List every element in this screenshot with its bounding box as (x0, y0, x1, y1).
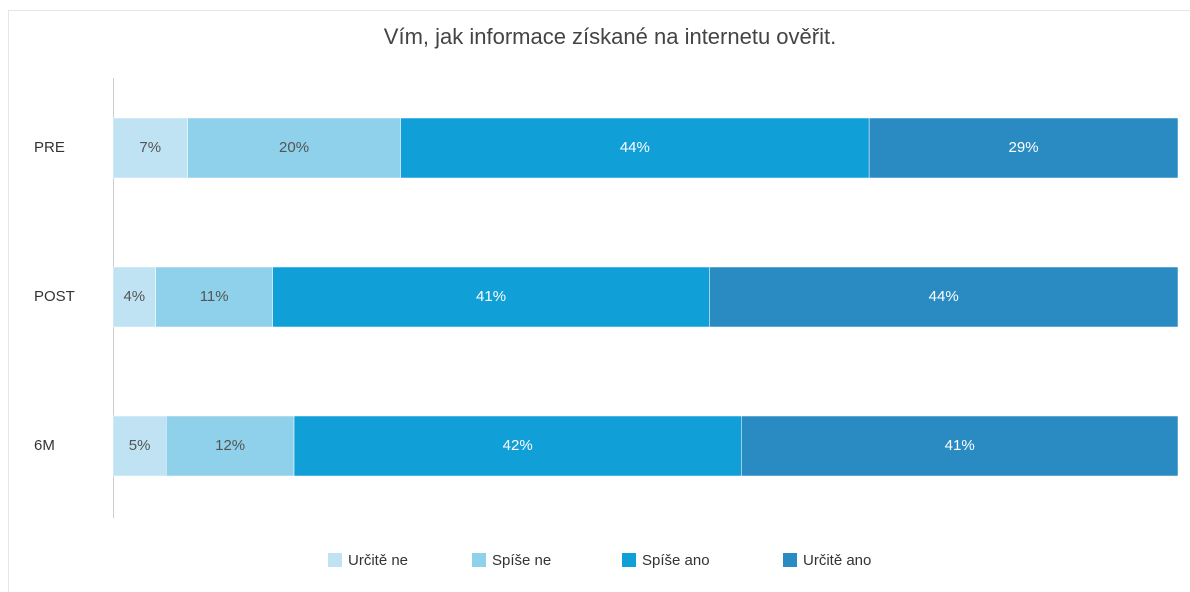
bar-segment (166, 415, 295, 477)
data-label: 5% (129, 437, 151, 454)
data-label: 41% (476, 288, 506, 305)
legend-swatch (328, 553, 342, 567)
data-label: 4% (123, 288, 145, 305)
data-label: 44% (929, 288, 959, 305)
bar-segment (709, 266, 1179, 328)
data-label: 44% (620, 139, 650, 156)
legend-label: Spíše ne (492, 552, 551, 569)
data-label: 41% (945, 437, 975, 454)
bar-segment (868, 117, 1179, 179)
bar-segment (272, 266, 710, 328)
data-label: 12% (215, 437, 245, 454)
legend-label: Určitě ne (348, 552, 408, 569)
frame (8, 10, 1190, 592)
bar-segment (741, 415, 1179, 477)
data-label: 29% (1009, 139, 1039, 156)
legend-swatch (472, 553, 486, 567)
legend-swatch (622, 553, 636, 567)
legend-swatch (783, 553, 797, 567)
bar-segment (187, 117, 401, 179)
legend-label: Spíše ano (642, 552, 710, 569)
bar-segment (155, 266, 274, 328)
data-label: 42% (503, 437, 533, 454)
y-tick-label: PRE (34, 139, 65, 156)
bar-segment (293, 415, 742, 477)
bar-segment (112, 415, 167, 477)
data-label: 11% (200, 288, 229, 305)
legend-label: Určitě ano (803, 552, 871, 569)
bar-segment (112, 266, 156, 328)
data-label: 7% (139, 139, 161, 156)
y-tick-label: POST (34, 288, 75, 305)
data-label: 20% (279, 139, 309, 156)
y-tick-label: 6M (34, 437, 55, 454)
chart-title: Vím, jak informace získané na internetu … (384, 24, 836, 49)
